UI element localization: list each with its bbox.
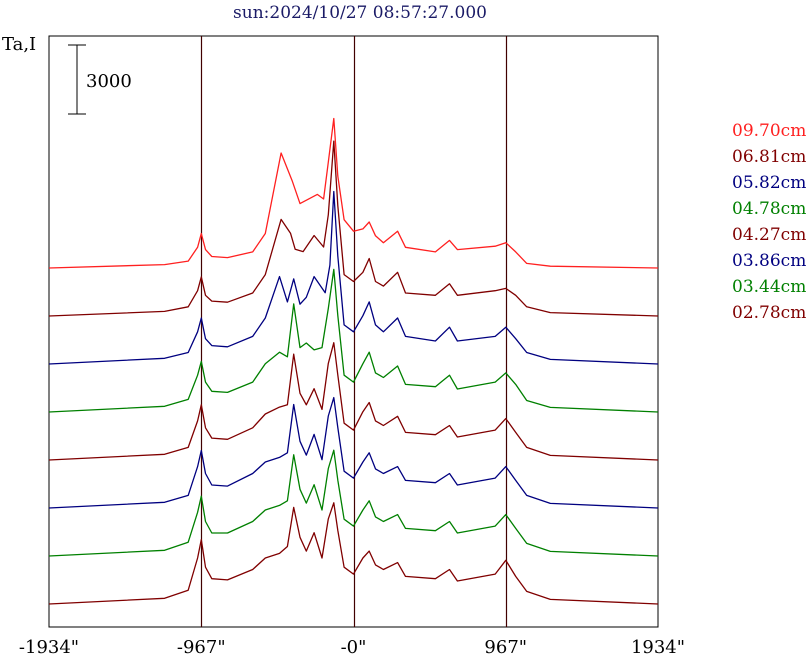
legend-entry: 03.44cm <box>732 277 807 297</box>
series-line <box>48 268 659 413</box>
series-line <box>48 342 659 461</box>
legend-entry: 02.78cm <box>732 303 807 323</box>
x-tick-label: -1934" <box>18 637 80 658</box>
x-tick-label: -967" <box>176 637 226 658</box>
series-line <box>48 190 659 365</box>
series-line <box>48 502 659 605</box>
scale-bar-label: 3000 <box>86 71 132 92</box>
legend: 09.70cm 06.81cm 05.82cm 04.78cm 04.27cm 03.86… <box>732 118 806 326</box>
legend-entry: 03.86cm <box>732 251 807 271</box>
series-line <box>48 396 659 509</box>
series-line <box>48 449 659 557</box>
x-tick-label: 967" <box>484 637 528 658</box>
x-tick-label: -0" <box>340 637 367 658</box>
legend-entry: 05.82cm <box>732 173 807 193</box>
y-axis-label: Ta,I <box>2 34 37 55</box>
series-line <box>48 117 659 269</box>
series-line <box>48 140 659 317</box>
legend-entry: 04.27cm <box>732 225 807 245</box>
plot-frame <box>48 35 659 628</box>
x-tick-label: 1934" <box>630 637 686 658</box>
chart-title: sun:2024/10/27 08:57:27.000 <box>233 3 487 23</box>
legend-entry: 04.78cm <box>732 199 807 219</box>
legend-entry: 06.81cm <box>732 147 807 167</box>
legend-entry: 09.70cm <box>732 121 807 141</box>
